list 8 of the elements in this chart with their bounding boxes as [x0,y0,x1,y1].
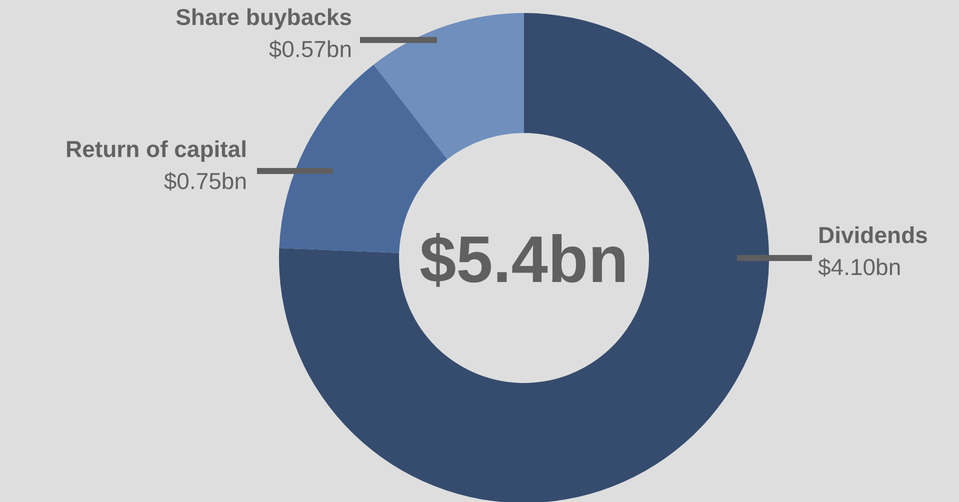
slice-label: Share buybacks [176,4,352,30]
slice-label: Dividends [818,222,928,248]
data-label: $4.10bn [818,254,902,280]
data-label: $0.57bn [268,36,352,62]
data-label: $0.75bn [164,168,247,194]
text: $5.4bn [419,222,629,296]
slice-label: Return of capital [66,136,247,162]
donut-slice [374,13,524,160]
